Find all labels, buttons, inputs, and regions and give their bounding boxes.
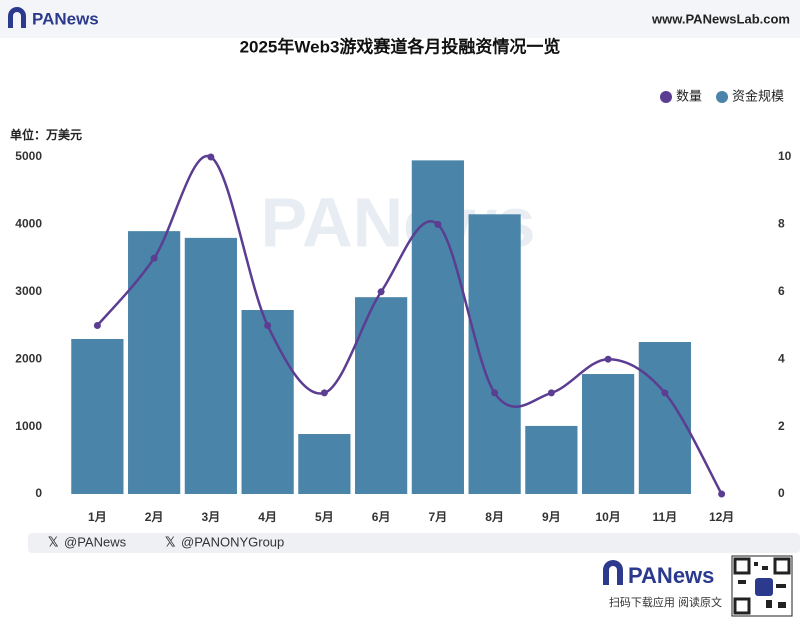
x-tick-label: 7月 <box>429 510 448 524</box>
bar <box>582 374 635 494</box>
header-logo: PANews <box>32 9 99 28</box>
y2-tick-label: 8 <box>778 217 785 231</box>
y-tick-label: 3000 <box>15 284 42 298</box>
x-tick-label: 11月 <box>653 510 678 524</box>
legend-swatch <box>716 91 729 103</box>
y2-tick-label: 10 <box>778 149 792 163</box>
x-tick-label: 10月 <box>595 510 620 524</box>
y2-tick-label: 6 <box>778 284 785 298</box>
y-tick-label: 2000 <box>15 351 42 365</box>
bar <box>128 231 181 494</box>
point <box>264 322 272 329</box>
point <box>718 490 726 498</box>
chart-title: 2025年Web3游戏赛道各月投融资情况一览 <box>240 36 561 56</box>
bar <box>355 297 408 494</box>
bar <box>638 342 691 494</box>
point <box>150 254 158 262</box>
x-tick-label: 1月 <box>88 510 107 524</box>
point <box>434 220 442 228</box>
bar <box>241 309 294 494</box>
y-tick-label: 0 <box>35 486 42 500</box>
y-tick-label: 4000 <box>15 217 42 231</box>
y2-tick-label: 4 <box>778 351 785 365</box>
point <box>93 322 101 329</box>
x-tick-label: 2月 <box>145 510 164 524</box>
x-tick-label: 9月 <box>542 510 561 524</box>
point <box>661 389 669 397</box>
bar <box>71 338 124 494</box>
qr-code <box>731 555 793 617</box>
y2-tick-label: 0 <box>778 486 785 500</box>
x-tick-label: 4月 <box>258 510 277 524</box>
x-tick-label: 6月 <box>372 510 391 524</box>
footer-logo: PANews <box>628 563 714 588</box>
x-icon: 𝕏 <box>48 534 59 549</box>
handle: @PANews <box>64 534 127 549</box>
point <box>547 389 555 397</box>
x-icon: 𝕏 <box>165 534 176 549</box>
legend-label: 资金规模 <box>732 88 784 103</box>
footer-caption: 扫码下载应用 阅读原文 <box>609 595 722 609</box>
bar <box>468 214 521 495</box>
header-url: www.PANewsLab.com <box>651 11 790 26</box>
logo-icon <box>8 7 26 28</box>
y-tick-label: 1000 <box>15 419 42 433</box>
point <box>604 355 612 363</box>
handle: @PANONYGroup <box>181 534 284 549</box>
bar <box>411 160 464 494</box>
plot: 0 1000 2000 3000 4000 5000 0 2 4 6 8 10 1月 2月 3月 4月 5月 6月… <box>15 88 791 524</box>
y-tick-label: 5000 <box>15 149 42 163</box>
x-tick-label: 12月 <box>709 510 734 524</box>
y-axis-label: 单位：万美元 <box>10 127 82 142</box>
x-tick-label: 5月 <box>315 510 334 524</box>
point <box>320 389 328 397</box>
bar <box>184 237 237 494</box>
point <box>491 389 499 397</box>
footer-bar <box>28 533 800 553</box>
bar <box>525 425 578 494</box>
point <box>377 288 385 296</box>
x-tick-label: 8月 <box>485 510 504 524</box>
x-tick-label: 3月 <box>202 510 221 524</box>
legend-swatch <box>660 91 672 103</box>
footer-logo-icon <box>603 560 623 585</box>
bar <box>298 434 351 494</box>
y2-tick-label: 2 <box>778 419 785 433</box>
header-bar <box>0 0 800 38</box>
point <box>207 153 215 161</box>
legend-label: 数量 <box>676 88 702 103</box>
